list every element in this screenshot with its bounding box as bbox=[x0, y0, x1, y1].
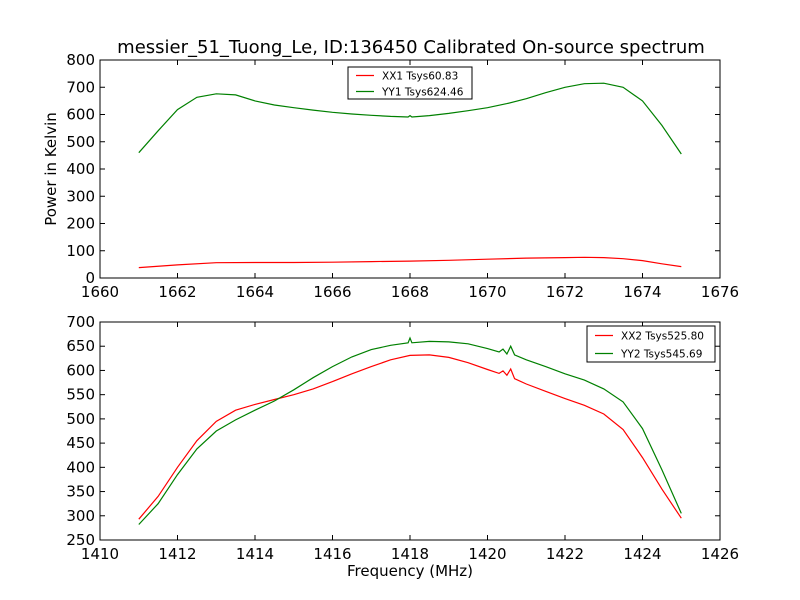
top-x-tick-label: 1664 bbox=[236, 283, 274, 301]
bottom-plot-legend: XX2 Tsys525.80 YY2 Tsys545.69 bbox=[586, 325, 716, 363]
top-y-tick-label: 500 bbox=[66, 133, 95, 151]
bottom-plot-x-axis-label: Frequency (MHz) bbox=[347, 562, 473, 580]
bottom-y-tick-label: 700 bbox=[66, 313, 95, 331]
bottom-y-tick-label: 250 bbox=[66, 531, 95, 549]
bottom-series-line-1 bbox=[138, 354, 682, 520]
top-x-tick-label: 1670 bbox=[468, 283, 506, 301]
bottom-y-tick-label: 400 bbox=[66, 458, 95, 476]
top-x-tick-label: 1662 bbox=[158, 283, 196, 301]
top-y-tick-label: 100 bbox=[66, 242, 95, 260]
top-y-tick-label: 0 bbox=[85, 269, 95, 287]
bottom-x-tick-label: 1412 bbox=[158, 545, 196, 563]
top-x-tick-label: 1672 bbox=[546, 283, 584, 301]
top-y-tick-label: 600 bbox=[66, 106, 95, 124]
top-plot-y-axis-label: Power in Kelvin bbox=[42, 112, 60, 226]
bottom-y-tick-label: 600 bbox=[66, 361, 95, 379]
bottom-legend-entry: YY2 Tsys545.69 bbox=[620, 349, 702, 361]
bottom-x-tick-label: 1420 bbox=[468, 545, 506, 563]
bottom-series-line-2 bbox=[138, 336, 682, 525]
bottom-x-tick-label: 1414 bbox=[236, 545, 274, 563]
top-plot-ticks: 1660 1662 1664 1666 1668 1670 1672 1674 1676 0 100… bbox=[66, 51, 739, 301]
top-y-tick-label: 300 bbox=[66, 187, 95, 205]
top-plot-panel: 1660 1662 1664 1666 1668 1670 1672 1674 1676 0 100… bbox=[42, 51, 739, 301]
bottom-x-tick-label: 1426 bbox=[701, 545, 739, 563]
bottom-y-tick-label: 550 bbox=[66, 386, 95, 404]
bottom-legend-entry: XX2 Tsys525.80 bbox=[621, 331, 704, 343]
top-x-tick-label: 1674 bbox=[623, 283, 661, 301]
top-series-line-2 bbox=[138, 82, 682, 155]
bottom-y-tick-label: 350 bbox=[66, 483, 95, 501]
bottom-y-tick-label: 500 bbox=[66, 410, 95, 428]
bottom-plot-ticks: 1410 1412 1414 1416 1418 1420 1422 1424 1426 250 3… bbox=[66, 313, 739, 563]
bottom-y-tick-label: 300 bbox=[66, 507, 95, 525]
top-x-tick-label: 1676 bbox=[701, 283, 739, 301]
top-plot-lines bbox=[138, 82, 682, 269]
bottom-y-tick-label: 650 bbox=[66, 337, 95, 355]
bottom-x-tick-label: 1424 bbox=[623, 545, 661, 563]
top-legend-entry: YY1 Tsys624.46 bbox=[381, 87, 464, 99]
top-y-tick-label: 200 bbox=[66, 215, 95, 233]
top-series-line-1 bbox=[138, 256, 682, 269]
bottom-x-tick-label: 1422 bbox=[546, 545, 584, 563]
bottom-x-tick-label: 1418 bbox=[391, 545, 429, 563]
bottom-y-tick-label: 450 bbox=[66, 434, 95, 452]
figure-title: messier_51_Tuong_Le, ID:136450 Calibrate… bbox=[117, 37, 705, 58]
bottom-x-tick-label: 1416 bbox=[313, 545, 351, 563]
top-x-tick-label: 1668 bbox=[391, 283, 429, 301]
bottom-plot-panel: 1410 1412 1414 1416 1418 1420 1422 1424 1426 250 3… bbox=[66, 313, 739, 580]
bottom-plot-lines bbox=[138, 336, 682, 525]
top-plot-legend: XX1 Tsys60.83 YY1 Tsys624.46 bbox=[347, 66, 473, 100]
top-y-tick-label: 800 bbox=[66, 51, 95, 69]
top-y-tick-label: 400 bbox=[66, 160, 95, 178]
top-legend-box bbox=[347, 66, 473, 100]
bottom-legend-box bbox=[586, 325, 716, 363]
top-y-tick-label: 700 bbox=[66, 78, 95, 96]
top-x-tick-label: 1666 bbox=[313, 283, 351, 301]
bottom-x-tick-label: 1410 bbox=[81, 545, 119, 563]
top-x-tick-label: 1660 bbox=[81, 283, 119, 301]
top-legend-entry: XX1 Tsys60.83 bbox=[382, 71, 458, 83]
